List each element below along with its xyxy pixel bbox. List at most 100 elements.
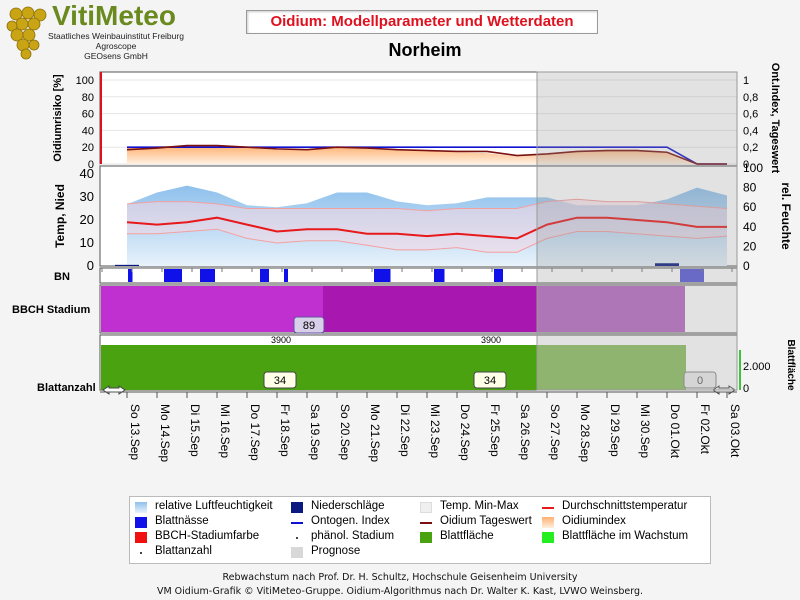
legend-label: Blattfläche [440,530,494,542]
legend-swatch [542,507,554,509]
legend-swatch [135,532,147,543]
location-name: Norheim [388,40,462,60]
oidiumindex-area [127,145,727,164]
legend-label: Temp. Min-Max [440,500,519,512]
vitimeteo-logo: VitiMeteo Staatliches Weinbauinstitut Fr… [4,0,194,62]
blattanzahl-value: 34 [484,375,496,387]
blattanzahl-label: Blattanzahl [37,382,96,394]
niederschlag-bar [655,263,679,266]
x-tick-label: So 13.Sep [128,404,142,460]
bn-label: BN [54,271,70,283]
durchschnittstemperatur-line [126,216,727,240]
risk-tick-label: 80 [82,92,94,104]
blattnaesse-bar [200,269,215,282]
bbch-prognosis-band [537,286,685,332]
blattanzahl-value: 34 [274,375,286,387]
blattnaesse-bar [260,269,269,282]
temp-tick-label: 40 [80,166,94,181]
x-tick-label: Mi 16.Sep [218,404,232,458]
bbch-stage-value: 89 [303,320,315,332]
ont-tick-label: 0,4 [743,125,758,137]
legend-swatch [291,522,303,524]
legend-label: Niederschläge [311,500,385,512]
temp-min-line [127,228,728,253]
ont-tick-label: 0,6 [743,109,758,121]
legend-swatch [135,502,147,513]
legend-swatch [135,517,147,528]
temp-axis-label: Temp, Nied [53,184,67,248]
blattanzahl-badge [263,371,297,389]
blattanzahl-value: 0 [697,375,703,387]
legend-swatch [291,502,303,513]
risk-tick-label: 100 [76,75,94,87]
x-tick-label: Mo 14.Sep [158,404,172,462]
x-tick-label: Fr 25.Sep [488,404,502,457]
logo-line-2: Agroscope [95,41,137,51]
x-tick-label: Di 29.Sep [608,404,622,457]
ontogen-index-line [127,146,727,165]
x-tick-label: So 27.Sep [548,404,562,460]
ont-tick-label: 0,8 [743,92,758,104]
temp-max-line [126,198,728,212]
humidity-axis-label: rel. Feuchte [779,182,793,250]
blattanzahl-badge [473,371,507,389]
blattflaeche-tick-label: 2.000 [743,361,771,373]
legend-swatch [542,517,554,528]
legend-swatch [296,537,298,539]
legend-label: Blattanzahl [155,545,212,557]
legend-label: Prognose [311,545,361,557]
temp-tick-label: 10 [80,235,94,250]
humidity-tick-label: 0 [743,259,750,273]
risk-tick-label: 60 [82,109,94,121]
legend-swatch [542,532,554,543]
blattflaeche-prognosis-area [537,345,686,390]
x-tick-label: Di 15.Sep [188,404,202,457]
bbch-stage-band [101,286,324,332]
legend-swatch [420,532,432,543]
blattnaesse-bar [128,269,133,282]
prognose-overlay [536,71,738,391]
ont-tick-label: 0 [743,159,749,171]
temp-tick-label: 30 [80,189,94,204]
x-tick-label: Mi 23.Sep [428,404,442,458]
legend-label: phänol. Stadium [311,530,395,542]
temp-minmax-band [127,199,727,253]
ont-tick-label: 1 [743,75,749,87]
blattflaeche-tick-label: 0 [743,383,749,395]
blattanzahl-badge [683,371,717,389]
x-tick-label: Di 22.Sep [398,404,412,457]
legend-swatch [291,547,303,558]
blattnaesse-bar [494,269,503,282]
blattnaesse-bar [284,269,288,282]
footer-line-1: Rebwachstum nach Prof. Dr. H. Schultz, H… [222,572,578,583]
x-tick-label: Fr 02.Okt [698,404,712,455]
temp-tick-label: 20 [80,212,94,227]
risk-tick-label: 40 [82,125,94,137]
legend: relative Luftfeuchtigkeit Niederschläge Te… [129,496,711,564]
blattflaeche-value: 3900 [271,335,291,345]
blattnaesse-bar [164,269,182,282]
ont-tick-label: 0,2 [743,142,758,154]
chart-title: Oidium: Modellparameter und Wetterdaten [270,13,574,30]
logo-wordmark: VitiMeteo [52,0,176,31]
humidity-tick-label: 80 [743,181,757,195]
temp-tick-label: 0 [87,258,94,273]
legend-label: Oidium Tageswert [440,515,532,527]
bbch-label: BBCH Stadium [12,304,90,316]
x-tick-label: Mo 21.Sep [368,404,382,462]
humidity-tick-label: 20 [743,239,757,253]
legend-swatch [420,522,432,524]
legend-label: Blattfläche im Wachstum [562,530,689,542]
legend-label: relative Luftfeuchtigkeit [155,500,273,512]
legend-label: Ontogen. Index [311,515,390,527]
legend-swatch [140,552,142,554]
x-tick-label: Sa 26.Sep [518,404,532,460]
x-tick-label: Do 01.Okt [668,404,682,459]
bbch-stage-badge [293,316,325,334]
x-tick-label: Fr 18.Sep [278,404,292,457]
x-tick-label: Mi 30.Sep [638,404,652,458]
legend-label: BBCH-Stadiumfarbe [155,530,260,542]
humidity-tick-label: 40 [743,220,757,234]
